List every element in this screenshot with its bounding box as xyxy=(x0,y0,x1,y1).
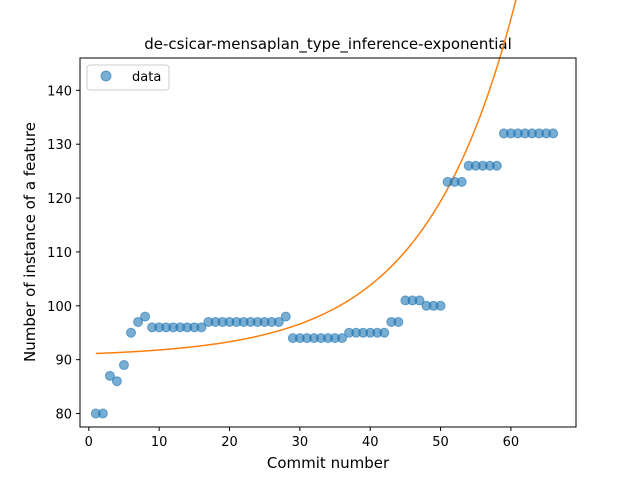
chart-title: de-csicar-mensaplan_type_inference-expon… xyxy=(144,35,512,54)
fit-curve xyxy=(95,0,517,355)
fit-curve-layer xyxy=(95,0,517,355)
y-tick-label: 100 xyxy=(47,300,72,315)
y-tick-label: 130 xyxy=(47,138,72,153)
y-axis-label: Number of instance of a feature xyxy=(21,122,39,362)
data-point xyxy=(196,322,207,333)
data-point xyxy=(104,370,115,381)
data-point xyxy=(337,333,348,344)
data-point xyxy=(491,160,502,171)
x-axis-ticks: 0 10 20 30 40 50 60 xyxy=(85,427,520,450)
data-point xyxy=(118,360,129,371)
x-tick-label: 40 xyxy=(362,435,379,450)
data-point xyxy=(133,316,144,327)
legend: data xyxy=(86,64,170,91)
data-point xyxy=(97,408,108,419)
data-point xyxy=(140,311,151,322)
data-point xyxy=(414,295,425,306)
y-axis-ticks: 80 90 100 110 120 130 140 xyxy=(47,84,80,423)
data-point xyxy=(456,176,467,187)
data-point xyxy=(280,311,291,322)
y-tick-label: 120 xyxy=(47,192,72,207)
x-tick-label: 0 xyxy=(85,435,93,450)
legend-label-data: data xyxy=(132,70,161,85)
y-tick-label: 110 xyxy=(47,246,72,261)
y-tick-label: 140 xyxy=(47,84,72,99)
y-tick-label: 80 xyxy=(55,408,72,423)
data-point xyxy=(111,376,122,387)
data-point xyxy=(379,327,390,338)
x-tick-label: 20 xyxy=(221,435,238,450)
y-tick-label: 90 xyxy=(55,354,72,369)
axes-frame xyxy=(79,57,577,428)
x-tick-label: 50 xyxy=(432,435,449,450)
x-tick-label: 30 xyxy=(292,435,309,450)
data-point xyxy=(393,316,404,327)
x-axis-label: Commit number xyxy=(267,454,390,472)
x-tick-label: 60 xyxy=(503,435,520,450)
data-point xyxy=(126,327,137,338)
x-tick-label: 10 xyxy=(151,435,168,450)
data-point xyxy=(435,300,446,311)
data-points-layer xyxy=(90,128,559,419)
data-point xyxy=(548,128,559,139)
data-point xyxy=(273,316,284,327)
legend-marker xyxy=(100,70,112,82)
